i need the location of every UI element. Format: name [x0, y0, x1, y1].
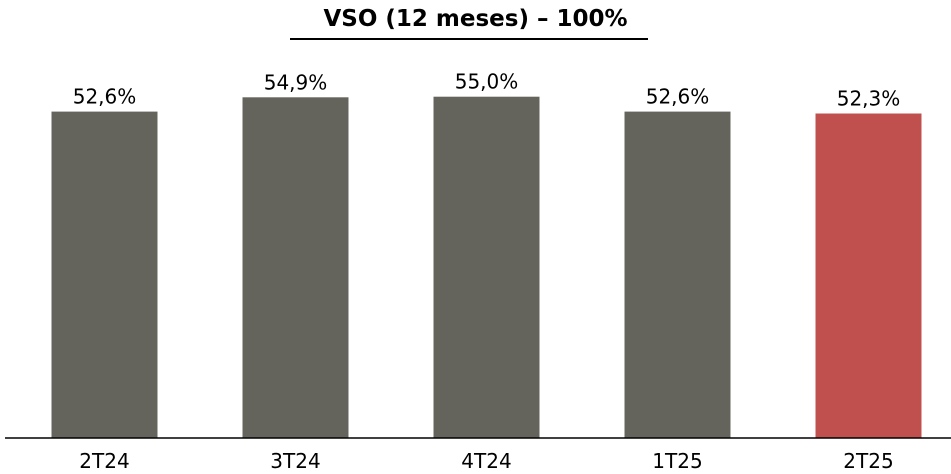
data-label-2t25: 52,3%	[837, 87, 901, 111]
bar-3t24	[242, 97, 349, 439]
x-tick-label-2t24: 2T24	[79, 449, 129, 473]
bar-2t24	[51, 111, 158, 438]
bar-2t25	[815, 113, 922, 438]
x-tick-label-4t24: 4T24	[461, 449, 511, 473]
data-label-2t24: 52,6%	[73, 85, 137, 109]
bar-1t25	[624, 111, 731, 438]
chart-title-underline	[290, 38, 648, 40]
data-labels-layer: 52,6% 54,9% 55,0% 52,6% 52,3%	[73, 70, 901, 111]
x-tick-labels-layer: 2T24 3T24 4T24 1T25 2T25	[79, 449, 893, 473]
x-tick-label-3t24: 3T24	[270, 449, 320, 473]
bars-layer	[51, 96, 922, 439]
data-label-4t24: 55,0%	[455, 70, 519, 94]
data-label-3t24: 54,9%	[264, 70, 328, 94]
chart-title: VSO (12 meses) – 100%	[323, 6, 628, 32]
bar-4t24	[433, 96, 540, 438]
x-tick-label-1t25: 1T25	[652, 449, 702, 473]
x-tick-label-2t25: 2T25	[843, 449, 893, 473]
data-label-1t25: 52,6%	[646, 85, 710, 109]
